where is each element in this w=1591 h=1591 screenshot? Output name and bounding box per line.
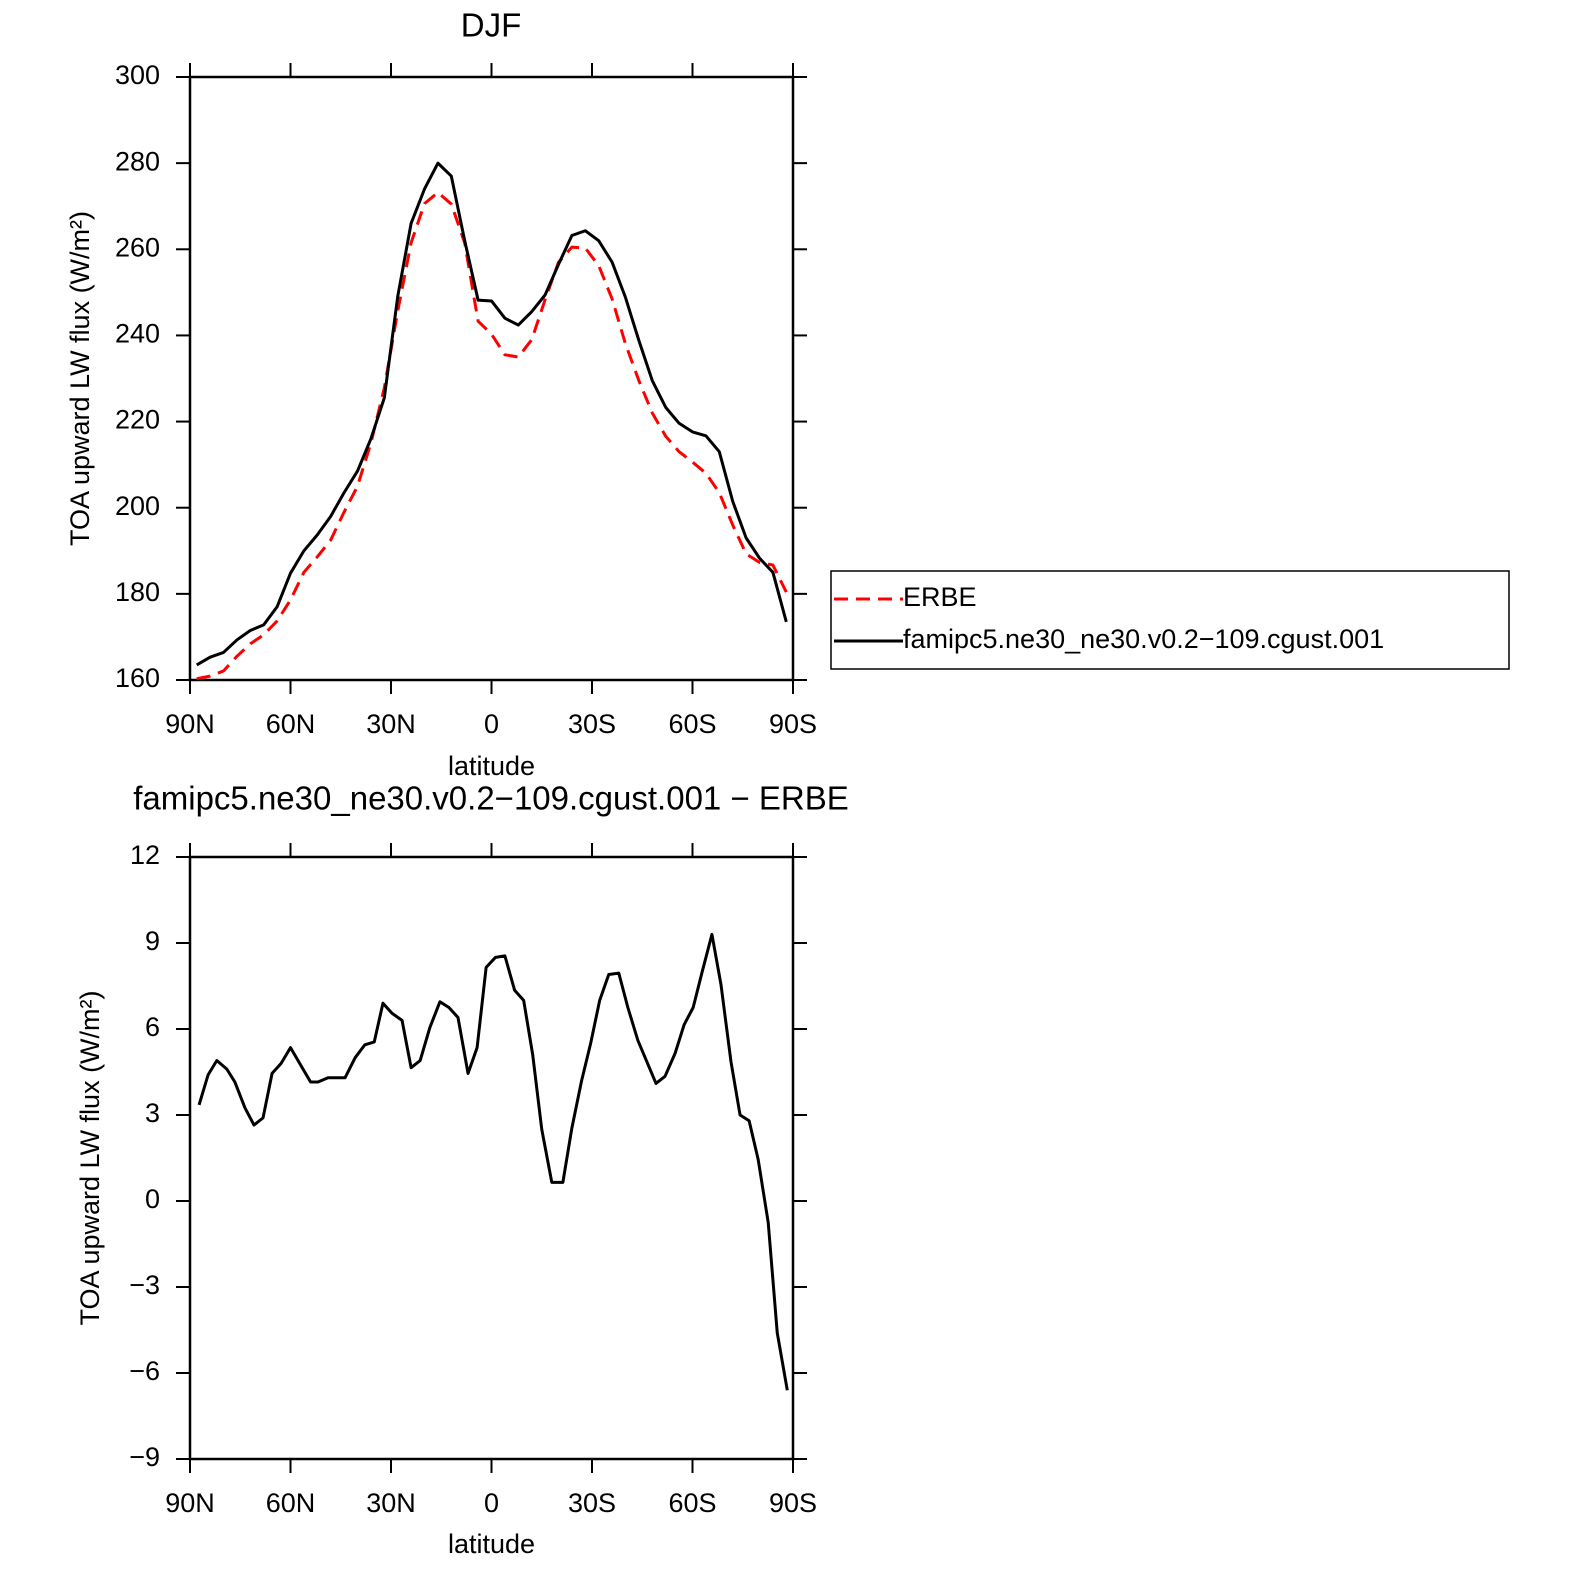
- y-tick-label: 300: [115, 60, 160, 90]
- y-tick-label: 160: [115, 663, 160, 693]
- y-tick-label: 260: [115, 232, 160, 262]
- x-tick-label: 60N: [266, 1488, 316, 1518]
- y-tick-label: 3: [145, 1098, 160, 1128]
- x-tick-label: 90S: [769, 709, 817, 739]
- y-tick-label: 12: [130, 840, 160, 870]
- y-tick-label: 240: [115, 319, 160, 349]
- x-tick-label: 0: [484, 709, 499, 739]
- x-tick-label: 30S: [568, 709, 616, 739]
- plot-frame: [188, 75, 795, 682]
- data-line: [195, 161, 788, 667]
- y-tick-label: −9: [129, 1442, 160, 1472]
- x-tick-label: 90N: [165, 1488, 215, 1518]
- y-axis-label: TOA upward LW flux (W/m²): [75, 990, 105, 1325]
- y-tick-label: −6: [129, 1356, 160, 1386]
- x-tick-label: 90N: [165, 709, 215, 739]
- y-tick-label: 0: [145, 1184, 160, 1214]
- y-tick-label: 280: [115, 146, 160, 176]
- y-tick-label: 6: [145, 1012, 160, 1042]
- x-tick-label: 90S: [769, 1488, 817, 1518]
- x-tick-label: 30N: [366, 709, 416, 739]
- x-axis-label: latitude: [448, 1529, 535, 1559]
- y-tick-label: 200: [115, 491, 160, 521]
- x-tick-label: 0: [484, 1488, 499, 1518]
- y-tick-label: −3: [129, 1270, 160, 1300]
- y-tick-label: 180: [115, 577, 160, 607]
- x-tick-label: 60N: [266, 709, 316, 739]
- y-tick-label: 220: [115, 405, 160, 435]
- x-axis-label: latitude: [448, 751, 535, 781]
- data-line: [196, 190, 788, 681]
- y-tick-label: 9: [145, 926, 160, 956]
- legend-box: [830, 570, 1510, 670]
- chart-title: famipc5.ne30_ne30.v0.2−109.cgust.001 − E…: [133, 780, 849, 817]
- x-tick-label: 30S: [568, 1488, 616, 1518]
- x-tick-label: 60S: [668, 1488, 716, 1518]
- x-tick-label: 60S: [668, 709, 716, 739]
- legend: ERBE famipc5.ne30_ne30.v0.2−109.cgust.001: [830, 570, 1510, 670]
- x-tick-label: 30N: [366, 1488, 416, 1518]
- plot-frame: [188, 855, 795, 1461]
- legend-label: famipc5.ne30_ne30.v0.2−109.cgust.001: [903, 624, 1384, 654]
- y-axis-label: TOA upward LW flux (W/m²): [65, 211, 95, 546]
- chart-title: DJF: [461, 7, 522, 44]
- legend-label: ERBE: [903, 582, 977, 612]
- data-line: [197, 932, 789, 1391]
